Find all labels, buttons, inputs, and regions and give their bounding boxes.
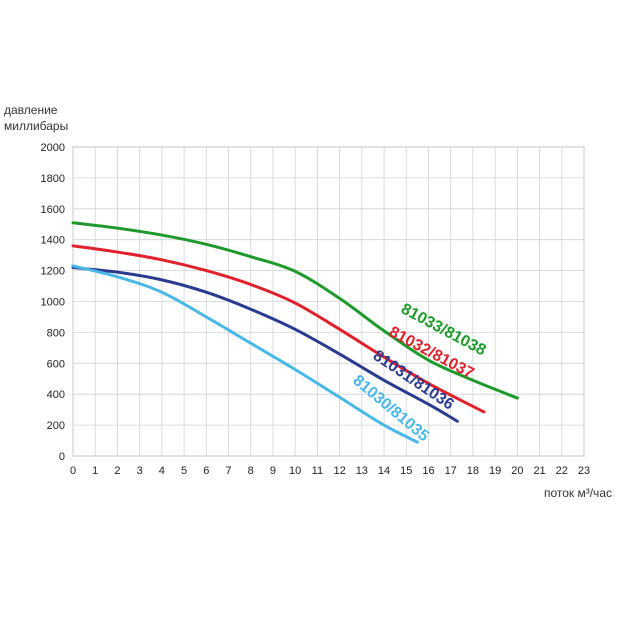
y-tick-label: 600 <box>47 358 65 370</box>
x-tick-label: 20 <box>511 465 523 477</box>
x-tick-label: 8 <box>248 465 254 477</box>
x-tick-label: 15 <box>400 465 412 477</box>
x-tick-label: 23 <box>578 465 590 477</box>
x-tick-label: 3 <box>137 465 143 477</box>
x-tick-label: 11 <box>312 465 323 477</box>
y-tick-label: 1200 <box>41 266 65 278</box>
x-tick-label: 10 <box>289 465 301 477</box>
x-tick-label: 6 <box>203 465 209 477</box>
y-tick-label: 800 <box>47 327 65 339</box>
x-tick-label: 18 <box>467 465 479 477</box>
y-axis-title-line-1: давление <box>4 103 58 117</box>
series-line <box>71 264 419 444</box>
x-tick-label: 16 <box>422 465 434 477</box>
series-line <box>71 244 486 414</box>
y-tick-label: 1000 <box>41 297 65 309</box>
y-tick-label: 200 <box>47 420 65 432</box>
x-tick-label: 19 <box>489 465 501 477</box>
x-tick-label: 1 <box>92 465 98 477</box>
x-tick-label: 2 <box>114 465 120 477</box>
y-tick-label: 0 <box>59 451 65 463</box>
x-axis-title: поток м³/час <box>543 486 612 500</box>
x-tick-label: 0 <box>70 465 76 477</box>
y-tick-label: 2000 <box>41 142 65 154</box>
y-tick-label: 400 <box>47 389 65 401</box>
x-tick-label: 9 <box>270 465 276 477</box>
x-tick-label: 13 <box>356 465 368 477</box>
x-tick-label: 4 <box>159 465 165 477</box>
x-tick-label: 7 <box>225 465 231 477</box>
x-tick-label: 14 <box>378 465 390 477</box>
y-tick-label: 1800 <box>41 173 65 185</box>
y-tick-label: 1400 <box>41 235 65 247</box>
y-axis-title-line-2: миллибары <box>4 119 69 133</box>
x-tick-label: 12 <box>333 465 345 477</box>
y-axis-title: давление миллибары <box>4 102 68 134</box>
x-tick-label: 17 <box>445 465 457 477</box>
x-tick-label: 21 <box>533 465 545 477</box>
series-line <box>71 221 519 400</box>
x-tick-label: 22 <box>556 465 568 477</box>
x-tick-label: 5 <box>181 465 187 477</box>
y-tick-label: 1600 <box>41 204 65 216</box>
series-line <box>71 266 459 423</box>
